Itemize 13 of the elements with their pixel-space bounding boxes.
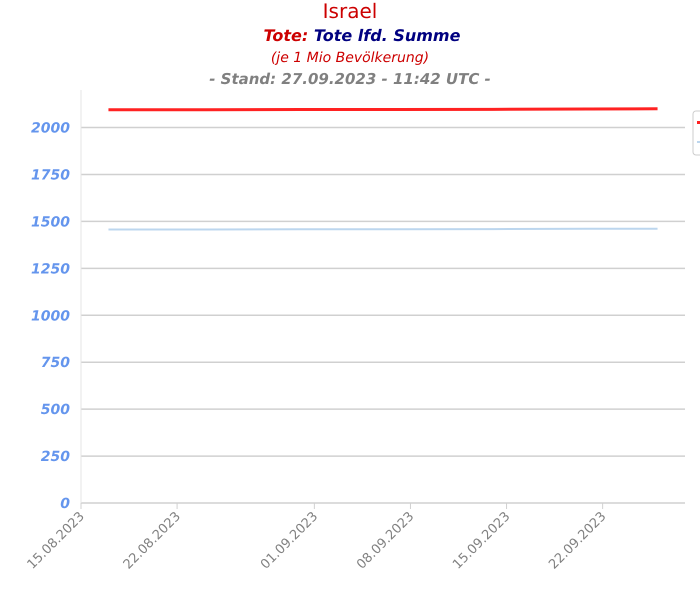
y-tick-label: 1250 bbox=[31, 261, 70, 278]
text: - Stand: 27.09.2023 - 11:42 UTC - bbox=[209, 70, 491, 88]
y-tick-label: 1000 bbox=[31, 308, 70, 324]
chart-subtitle: Tote: Tote lfd. Summe bbox=[264, 26, 461, 45]
chart-title: Israel bbox=[322, 0, 378, 23]
y-tick-label: 0 bbox=[60, 496, 70, 512]
y-tick-label: 500 bbox=[40, 402, 70, 418]
y-tick-label: 1500 bbox=[31, 214, 70, 230]
text: (je 1 Mio Bevölkerung) bbox=[270, 50, 430, 66]
y-tick-label: 1750 bbox=[31, 167, 70, 184]
y-tick-label: 250 bbox=[40, 449, 70, 466]
y-tick-label: 2000 bbox=[31, 120, 70, 137]
y-tick-label: 750 bbox=[40, 355, 70, 372]
